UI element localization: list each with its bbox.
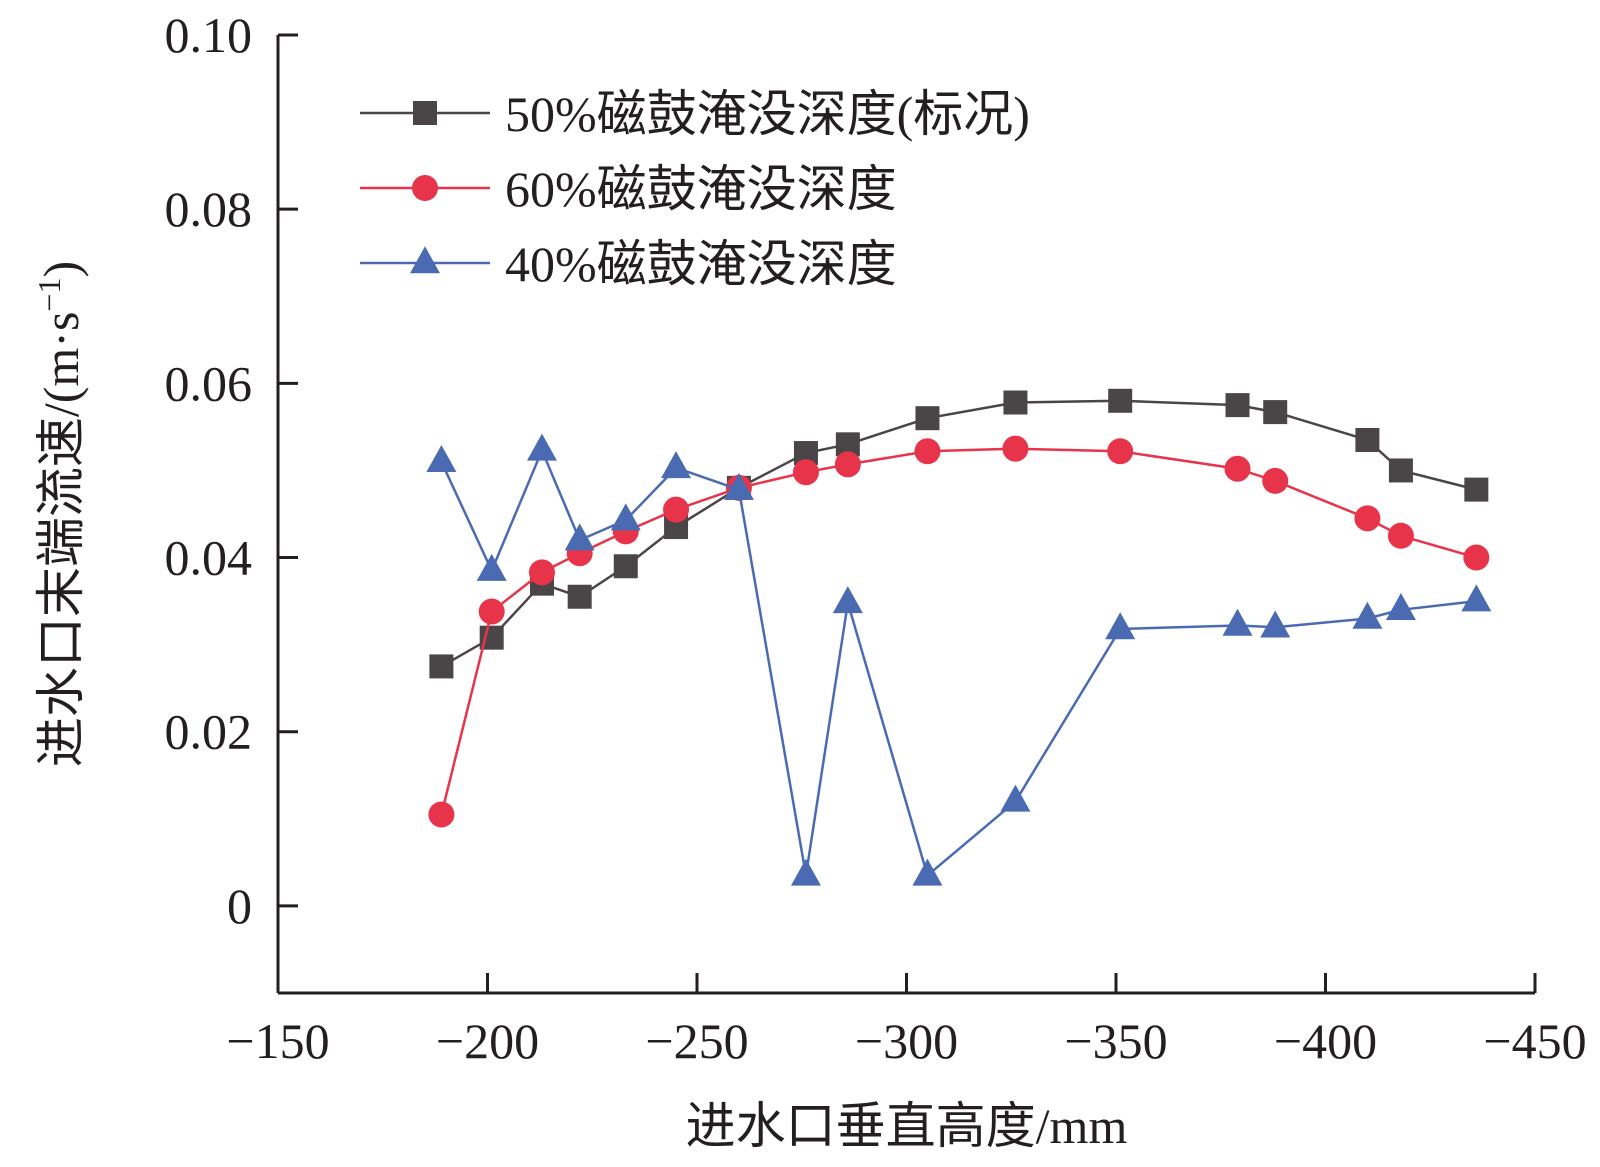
data-point [912, 858, 943, 886]
legend-marker [410, 246, 440, 274]
data-point [915, 406, 940, 431]
data-point [1355, 427, 1380, 452]
y-tick-label: 0.04 [165, 530, 253, 586]
legend-label: 60%磁鼓淹没深度 [505, 161, 897, 217]
y-axis-title-superscript: −1 [31, 278, 67, 312]
data-point [1107, 438, 1134, 465]
data-point [610, 503, 641, 531]
y-tick-label: 0.08 [165, 181, 253, 237]
y-tick-label: 0.06 [165, 355, 253, 411]
y-tick-label: 0.10 [165, 7, 253, 63]
x-tick-label: −300 [855, 1013, 958, 1069]
data-point [1002, 435, 1029, 462]
data-point [426, 445, 457, 473]
data-point [429, 654, 454, 679]
x-tick-label: −150 [226, 1013, 329, 1069]
data-point [1260, 610, 1291, 638]
data-point [1461, 584, 1492, 612]
legend-item: 40%磁鼓淹没深度 [360, 236, 897, 292]
data-point [564, 523, 595, 551]
data-point [1003, 390, 1028, 415]
data-point [567, 584, 592, 609]
legend-item: 50%磁鼓淹没深度(标况) [360, 86, 1030, 142]
data-point [428, 801, 455, 828]
data-point [1463, 544, 1490, 571]
x-tick-label: −400 [1274, 1013, 1377, 1069]
x-tick-label: −350 [1064, 1013, 1167, 1069]
legend-label: 50%磁鼓淹没深度(标况) [505, 86, 1030, 142]
data-point [526, 433, 557, 461]
data-point [790, 858, 821, 886]
x-axis-title: 进水口垂直高度/mm [686, 1098, 1128, 1154]
series-triangle [426, 433, 1492, 886]
data-point [1108, 388, 1133, 413]
y-axis-title: 进水口末端流速/(m·s−1) [31, 261, 89, 767]
data-point [528, 559, 555, 586]
data-point [613, 554, 638, 579]
data-point [1225, 393, 1250, 418]
series-line [440, 447, 1477, 815]
data-point [834, 451, 861, 478]
y-axis-title-close: ) [33, 261, 89, 278]
x-tick-label: −200 [436, 1013, 539, 1069]
axes: 0 0.02 0.04 0.06 0.08 0.10 −150 −200 −250 −300 −35… [165, 7, 1587, 1069]
data-point [1000, 784, 1031, 812]
y-tick-label: 0 [227, 878, 252, 934]
data-point [661, 451, 692, 479]
data-point [792, 459, 819, 486]
data-point [914, 438, 941, 465]
data-point [1222, 608, 1253, 636]
data-point [1388, 458, 1413, 483]
legend-marker [413, 101, 437, 125]
legend: 50%磁鼓淹没深度(标况) 60%磁鼓淹没深度 40%磁鼓淹没深度 [360, 86, 1030, 292]
data-point [478, 598, 505, 625]
data-point [1354, 505, 1381, 532]
legend-label: 40%磁鼓淹没深度 [505, 236, 897, 292]
x-tick-label: −450 [1483, 1013, 1586, 1069]
y-axis-title-main: 进水口末端流速/(m·s [33, 312, 89, 768]
series-line [440, 447, 1477, 878]
series-square [429, 388, 1489, 679]
data-point [832, 586, 863, 614]
data-point [1224, 455, 1251, 482]
data-point [1385, 593, 1416, 621]
data-point [663, 496, 690, 523]
legend-item: 60%磁鼓淹没深度 [360, 161, 897, 217]
data-point [723, 472, 754, 500]
x-tick-label: −250 [645, 1013, 748, 1069]
data-point [1105, 612, 1136, 640]
data-point [476, 553, 507, 581]
data-point [1387, 522, 1414, 549]
data-point [1352, 601, 1383, 629]
data-point [1262, 467, 1289, 494]
legend-marker [412, 175, 438, 201]
series-layer [426, 388, 1492, 886]
data-point [1263, 400, 1288, 425]
series-circle [428, 435, 1490, 828]
y-tick-label: 0.02 [165, 704, 253, 760]
data-point [1464, 477, 1489, 502]
